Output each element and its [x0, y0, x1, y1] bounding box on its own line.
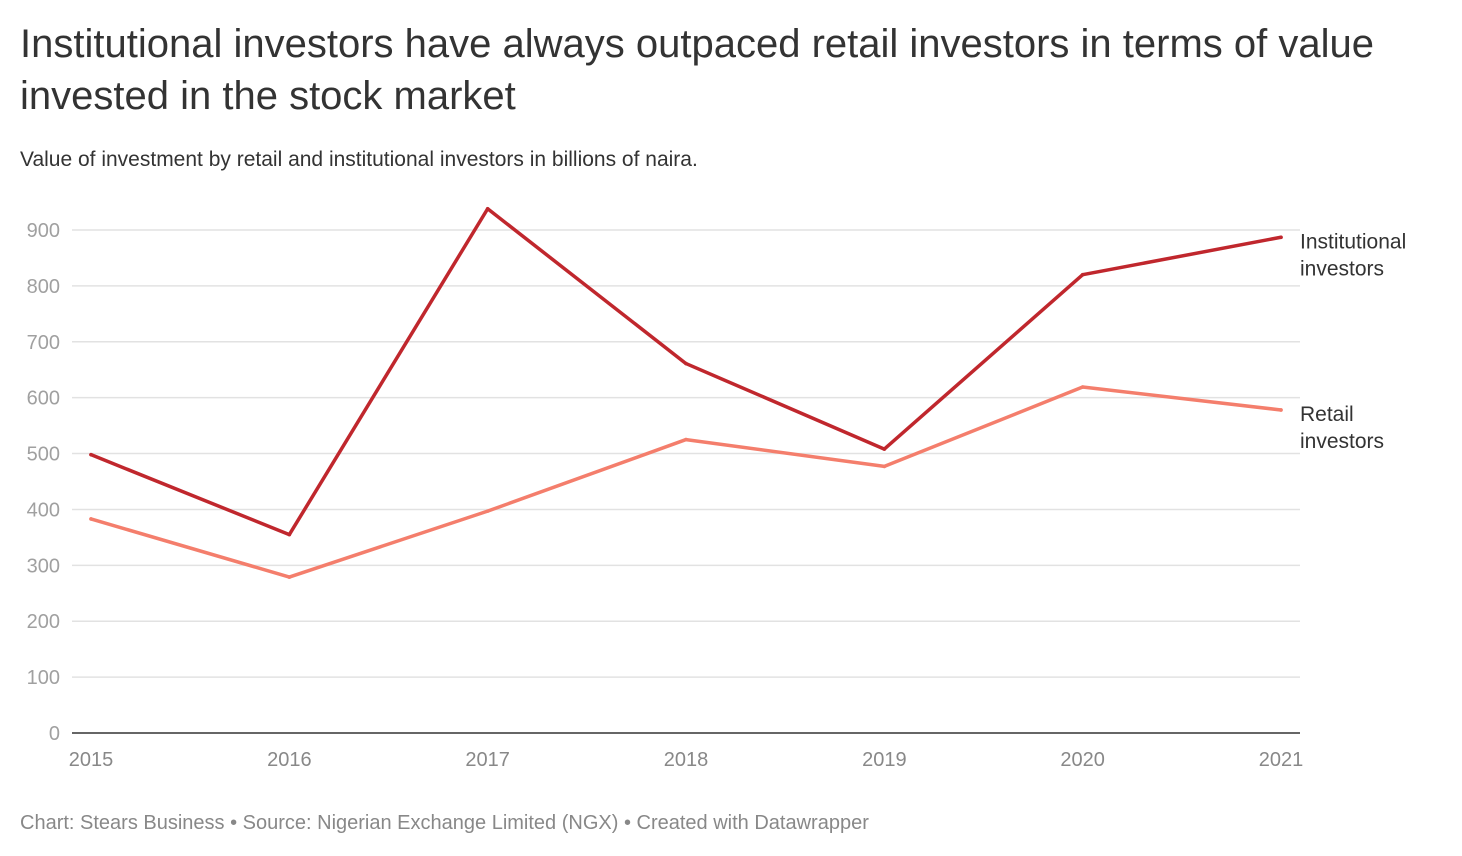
y-tick-label: 0	[49, 723, 60, 745]
y-tick-label: 800	[27, 276, 60, 298]
data-point-institutional-investors	[1279, 235, 1283, 240]
chart-footer: Chart: Stears Business • Source: Nigeria…	[20, 809, 869, 837]
data-point-retail-investors	[287, 575, 292, 579]
footer-source: Source: Nigerian Exchange Limited (NGX)	[242, 812, 619, 834]
data-point-retail-investors	[1279, 408, 1283, 412]
x-tick-label: 2021	[1259, 749, 1304, 771]
data-point-institutional-investors	[485, 206, 490, 211]
x-tick-label: 2016	[267, 749, 312, 771]
data-point-institutional-investors	[89, 452, 93, 457]
y-axis-ticks: 0 100 200 300 400 500 600 700 800 900	[27, 220, 60, 745]
series-line-retail-investors	[89, 385, 1283, 579]
chart-subtitle: Value of investment by retail and instit…	[20, 148, 698, 171]
x-tick-label: 2015	[69, 749, 114, 771]
x-axis-ticks: 2015 2016 2017 2018 2019 2020 2021	[69, 749, 1304, 771]
series-line-institutional-investors	[89, 207, 1283, 537]
x-tick-label: 2020	[1060, 749, 1105, 771]
y-tick-label: 600	[27, 388, 60, 410]
y-tick-label: 200	[27, 611, 60, 633]
x-tick-label: 2017	[465, 749, 510, 771]
footer-chart-credit: Chart: Stears Business	[20, 812, 225, 834]
data-point-institutional-investors	[287, 532, 292, 537]
data-point-institutional-investors	[1080, 272, 1085, 277]
series-label-institutional-investors: investors	[1300, 257, 1384, 280]
data-point-institutional-investors	[684, 361, 688, 366]
footer-created-with: Created with Datawrapper	[636, 812, 869, 834]
y-tick-label: 300	[27, 555, 60, 577]
data-point-retail-investors	[882, 464, 887, 469]
gridlines	[72, 229, 1300, 678]
data-point-retail-investors	[684, 437, 688, 442]
data-point-institutional-investors	[882, 447, 887, 451]
y-tick-label: 500	[27, 444, 60, 466]
y-tick-label: 900	[27, 220, 60, 242]
series-label-retail-investors: investors	[1300, 430, 1384, 453]
series-label-institutional-investors: Institutional	[1300, 230, 1406, 253]
x-tick-label: 2018	[664, 749, 709, 771]
footer-separator: •	[224, 812, 243, 834]
footer-separator: •	[618, 812, 637, 834]
data-point-retail-investors	[89, 517, 93, 521]
series-lines	[89, 206, 1283, 579]
chart-title: Institutional investors have always outp…	[20, 22, 1375, 118]
y-tick-label: 100	[27, 667, 60, 689]
y-tick-label: 700	[27, 332, 60, 354]
data-point-retail-investors	[485, 509, 490, 513]
y-tick-label: 400	[27, 499, 60, 521]
series-label-retail-investors: Retail	[1300, 403, 1354, 426]
series-labels: Institutional investors Retail investors	[1300, 230, 1406, 453]
data-point-retail-investors	[1080, 385, 1085, 389]
x-tick-label: 2019	[862, 749, 907, 771]
